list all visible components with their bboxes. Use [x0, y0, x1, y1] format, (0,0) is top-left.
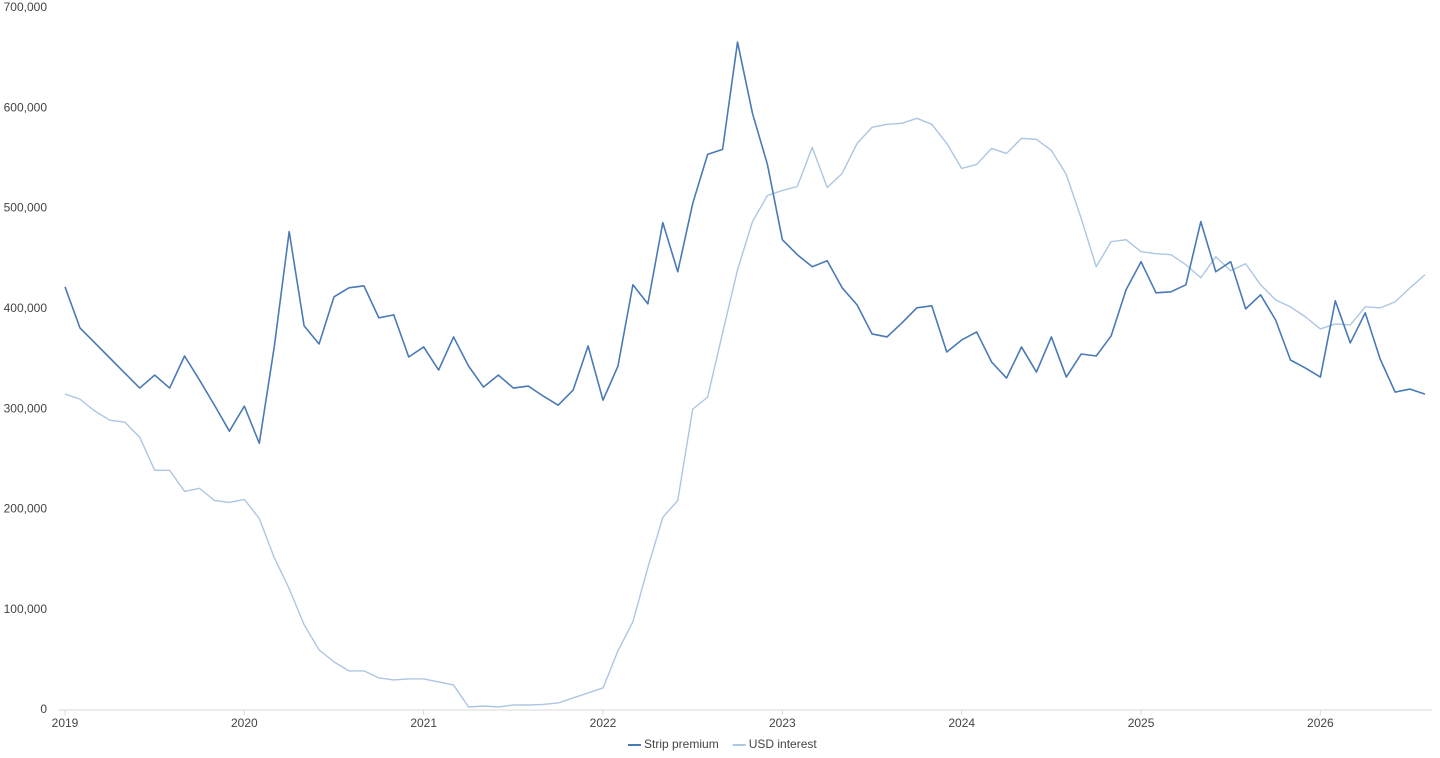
legend-label: Strip premium — [644, 737, 719, 751]
x-tick-label: 2024 — [948, 716, 975, 730]
x-tick-label: 2020 — [231, 716, 258, 730]
y-tick-label: 700,000 — [4, 0, 48, 14]
y-tick-label: 0 — [40, 702, 47, 716]
y-tick-label: 500,000 — [4, 201, 48, 215]
series-line — [64, 117, 1426, 708]
x-tick-label: 2021 — [410, 716, 437, 730]
x-tick-label: 2019 — [52, 716, 79, 730]
y-tick-label: 100,000 — [4, 602, 48, 616]
y-tick-label: 200,000 — [4, 502, 48, 516]
legend-label: USD interest — [749, 737, 818, 751]
series-line — [64, 41, 1426, 445]
x-tick-label: 2022 — [590, 716, 617, 730]
x-tick-label: 2023 — [769, 716, 796, 730]
legend: Strip premium USD interest — [628, 737, 817, 751]
x-tick-label: 2025 — [1128, 716, 1155, 730]
x-tick-label: 2026 — [1307, 716, 1334, 730]
y-tick-label: 400,000 — [4, 301, 48, 315]
y-tick-label: 600,000 — [4, 100, 48, 114]
y-tick-label: 300,000 — [4, 401, 48, 415]
